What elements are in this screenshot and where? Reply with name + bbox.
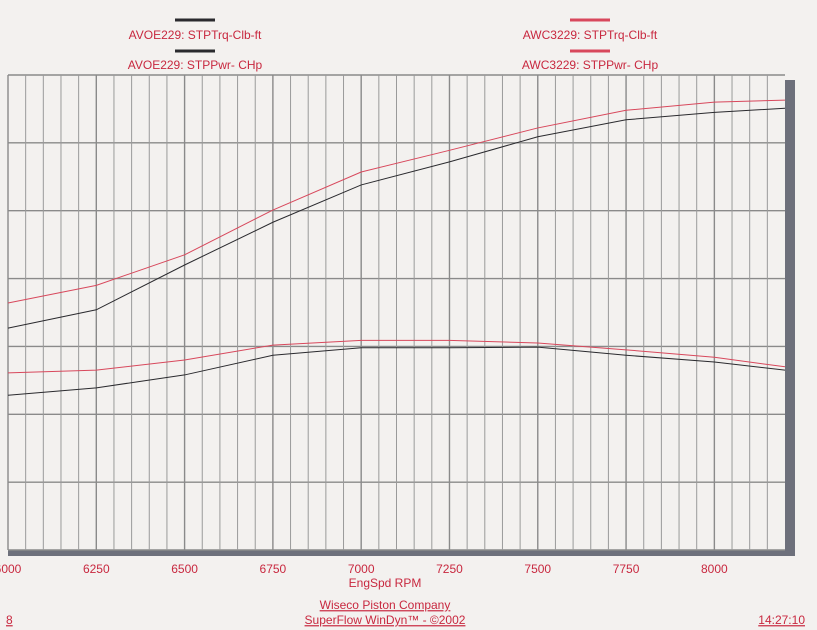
x-tick-label: 7500 (524, 562, 551, 576)
x-tick-label: 6750 (260, 562, 287, 576)
series-line (7, 107, 786, 329)
series-line (7, 339, 786, 374)
x-tick-label: 8000 (701, 562, 728, 576)
x-tick-label: 7000 (348, 562, 375, 576)
series-line (7, 346, 786, 396)
footer-text: SuperFlow WinDyn™ - ©2002 (305, 613, 466, 627)
plot-shadow (8, 550, 795, 556)
x-tick-label: 6250 (83, 562, 110, 576)
x-tick-label: 6000 (0, 562, 22, 576)
legend-label: AWC3229: STPPwr- CHp (522, 58, 659, 72)
footer-time: 14:27:10 (758, 613, 805, 627)
footer-left: 8 (6, 613, 13, 627)
plot-shadow (785, 80, 795, 556)
series-line (7, 99, 786, 304)
x-tick-label: 6500 (171, 562, 198, 576)
footer-text: Wiseco Piston Company (320, 598, 451, 612)
legend-label: AWC3229: STPTrq-Clb-ft (523, 28, 658, 42)
x-tick-label: 7250 (436, 562, 463, 576)
x-axis-label: EngSpd RPM (349, 576, 422, 590)
legend-label: AVOE229: STPPwr- CHp (128, 58, 263, 72)
x-tick-label: 7750 (613, 562, 640, 576)
legend-label: AVOE229: STPTrq-Clb-ft (129, 28, 262, 42)
